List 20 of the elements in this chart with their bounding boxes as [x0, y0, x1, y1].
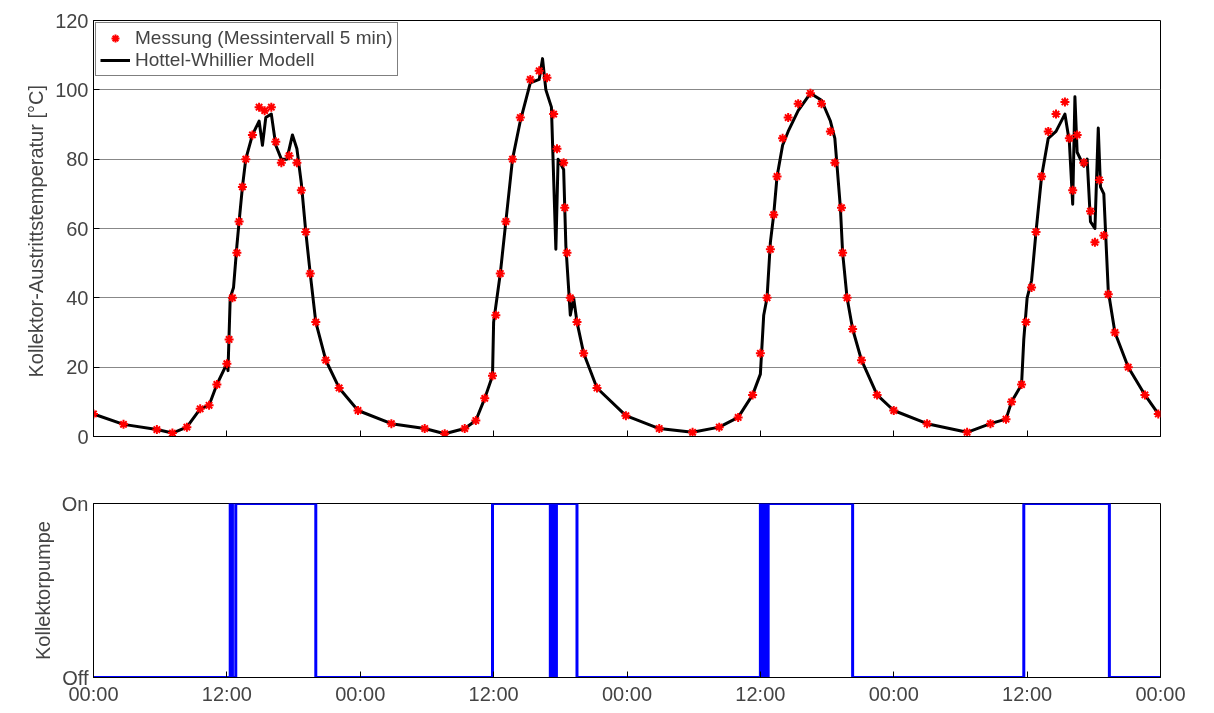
y-axis-title: Kollektor-Austrittstemperatur [°C]: [25, 85, 48, 378]
y-axis-title: Kollektorpumpe: [31, 521, 54, 660]
x-tick-label: 00:00: [868, 682, 919, 705]
y-tick-label: 40: [66, 286, 89, 309]
x-tick-label: 12:00: [1002, 682, 1053, 705]
x-tick-label: 12:00: [735, 682, 786, 705]
y-tick-label: 20: [66, 356, 89, 379]
x-tick-label: 00:00: [601, 682, 653, 705]
text: On: [61, 492, 89, 515]
y-tick-label: 100: [55, 78, 89, 101]
legend-label: Messung (Messintervall 5 min): [135, 27, 393, 49]
x-tick-label: 12:00: [201, 682, 252, 705]
x-tick-label: 12:00: [468, 682, 519, 705]
x-tick-label: 00:00: [1135, 682, 1186, 705]
y-tick-label: 0: [77, 425, 89, 448]
y-tick-label: 80: [66, 148, 89, 171]
x-tick-label: 00:00: [335, 682, 386, 705]
y-tick-label: 120: [55, 9, 89, 32]
legend-label: Hottel-Whillier Modell: [135, 49, 315, 71]
y-tick-label: 60: [66, 217, 89, 240]
